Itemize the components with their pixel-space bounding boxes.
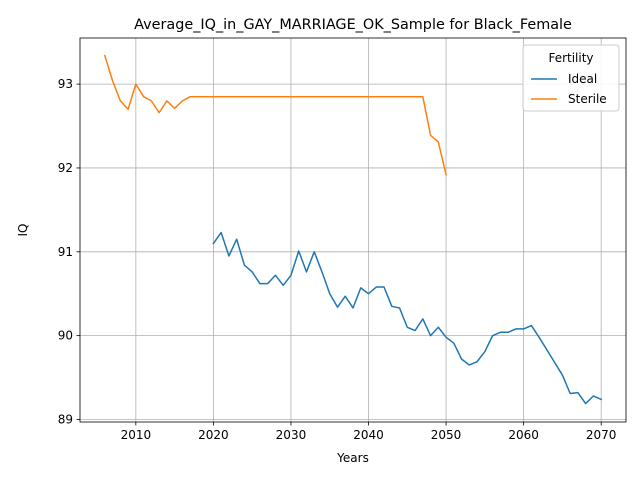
plot-frame (79, 37, 627, 423)
y-tick-label: 90 (58, 329, 73, 343)
series-line-ideal (212, 231, 603, 405)
chart-title: Average_IQ_in_GAY_MARRIAGE_OK_Sample for… (134, 17, 572, 33)
x-tick-label: 2020 (198, 428, 229, 442)
y-axis-title: IQ (16, 224, 30, 237)
y-tick-label: 93 (58, 77, 73, 91)
legend-title: Fertility (548, 51, 593, 65)
x-tick-label: 2070 (586, 428, 617, 442)
y-tick-label: 89 (58, 412, 73, 426)
series-line-sterile (103, 54, 447, 176)
x-tick-label: 2030 (276, 428, 307, 442)
legend-label-sterile: Sterile (568, 92, 607, 106)
series-layer (103, 54, 603, 405)
x-tick-label: 2040 (353, 428, 384, 442)
x-tick-label: 2010 (121, 428, 152, 442)
x-tick-label: 2050 (431, 428, 462, 442)
x-axis-title: Years (336, 451, 369, 465)
y-tick-label: 92 (58, 161, 73, 175)
legend: Fertility Ideal Sterile (522, 44, 620, 112)
y-tick-label: 91 (58, 245, 73, 259)
axis-ticks: 2010 2020 2030 2040 2050 2060 2070 89 90 91 92 93 (58, 77, 617, 442)
legend-box (522, 44, 620, 112)
legend-label-ideal: Ideal (568, 72, 597, 86)
x-tick-label: 2060 (508, 428, 539, 442)
